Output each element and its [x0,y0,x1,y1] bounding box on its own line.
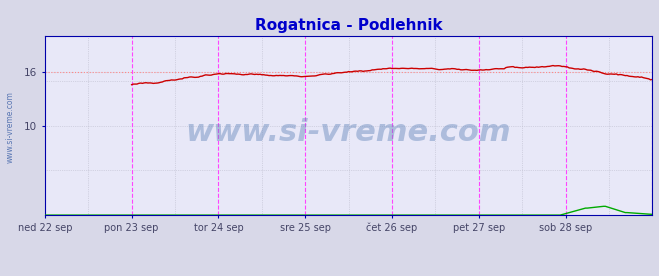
Text: www.si-vreme.com: www.si-vreme.com [5,91,14,163]
Text: www.si-vreme.com: www.si-vreme.com [186,118,511,147]
Title: Rogatnica - Podlehnik: Rogatnica - Podlehnik [255,18,442,33]
